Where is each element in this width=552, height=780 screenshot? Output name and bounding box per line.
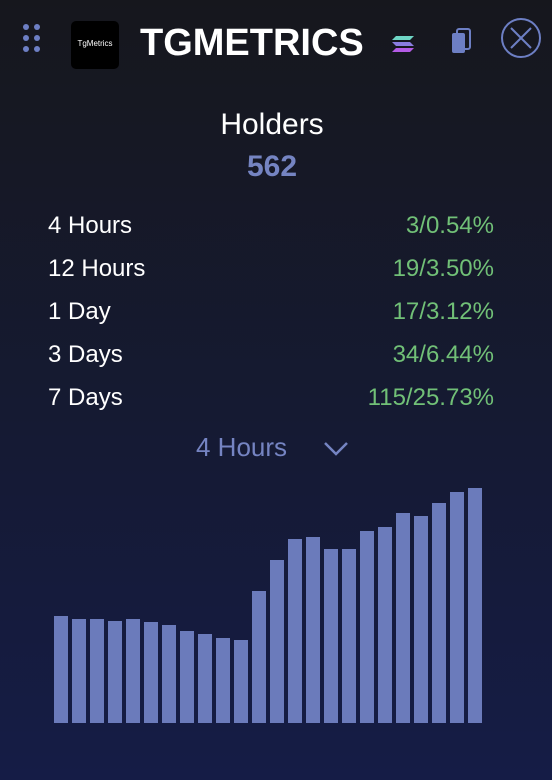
bar: [252, 591, 266, 723]
bar: [126, 619, 140, 723]
row-label: 4 Hours: [48, 212, 133, 239]
summary-value: 562: [246, 150, 298, 183]
row-label: 7 Days: [48, 384, 123, 411]
bar: [198, 634, 212, 723]
bar: [342, 549, 356, 723]
row-value: 3/0.54%: [405, 212, 494, 239]
bar: [162, 625, 176, 723]
row-value: 115/25.73%: [367, 384, 494, 411]
bar: [432, 503, 446, 723]
solana-icon[interactable]: [392, 36, 414, 52]
chart: [54, 488, 482, 723]
bar: [450, 492, 464, 723]
bar: [216, 638, 230, 723]
period-selector[interactable]: 4 Hours: [196, 432, 288, 462]
dropdown-chevron[interactable]: [320, 436, 352, 460]
bar: [306, 537, 320, 723]
close-button[interactable]: [501, 18, 541, 58]
logo-text: TgMetrics: [77, 39, 113, 48]
summary-label: Holders: [220, 108, 324, 141]
row-label: 12 Hours: [48, 255, 146, 282]
row-value: 17/3.12%: [392, 298, 494, 325]
row-label: 3 Days: [48, 341, 123, 368]
logo: [71, 21, 119, 69]
bar: [360, 531, 374, 723]
bar: [90, 619, 104, 723]
bar: [108, 621, 122, 723]
bar: [396, 513, 410, 723]
row-label: 1 Day: [48, 298, 111, 325]
bar: [324, 549, 338, 723]
row-value: 34/6.44%: [392, 341, 494, 368]
bar: [54, 616, 68, 723]
bar: [378, 527, 392, 723]
bar: [414, 516, 428, 723]
copy-icon[interactable]: [452, 28, 471, 53]
bar: [468, 488, 482, 723]
bar: [180, 631, 194, 723]
header-icons: [23, 18, 541, 69]
drag-handle[interactable]: [23, 24, 40, 52]
row-value: 19/3.50%: [392, 255, 494, 282]
app-title: TGMETRICS: [140, 22, 364, 64]
bar: [72, 619, 86, 723]
bar: [234, 640, 248, 723]
bar: [288, 539, 302, 723]
bar: [270, 560, 284, 723]
bar: [144, 622, 158, 723]
